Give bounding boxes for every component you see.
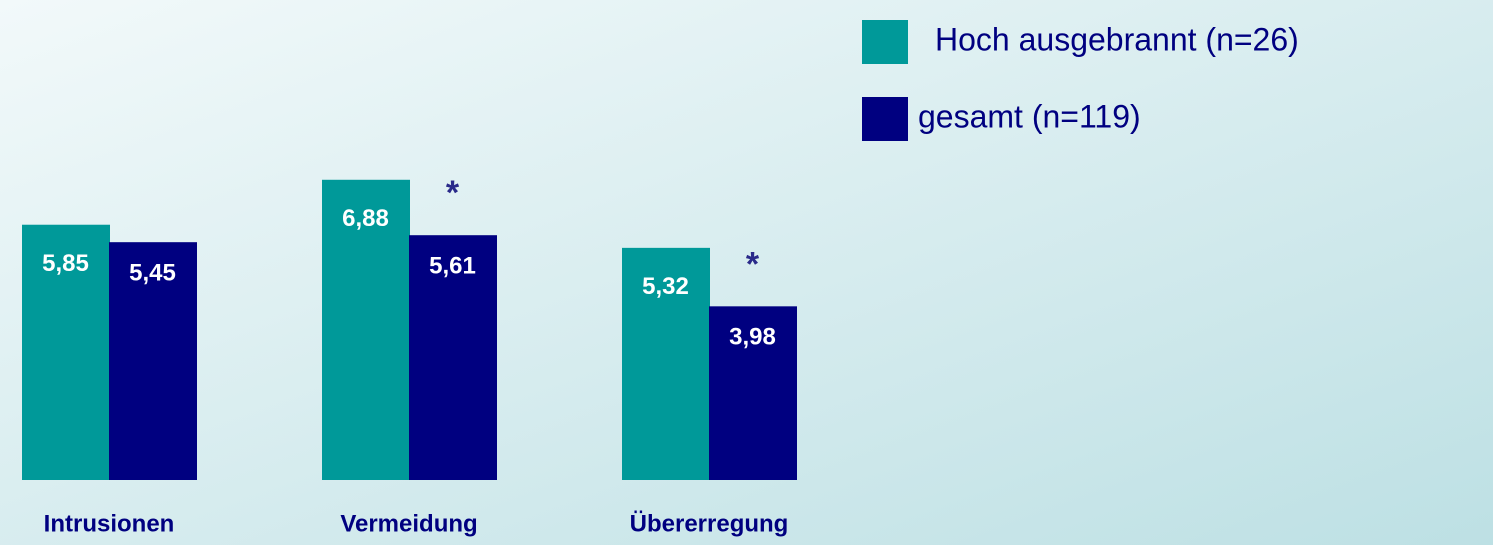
legend-swatch	[862, 20, 908, 64]
bar	[22, 224, 110, 480]
value-label: 3,98	[729, 324, 776, 351]
legend-swatch	[862, 97, 908, 141]
value-label: 6,88	[342, 205, 389, 232]
legend-label: Hoch ausgebrannt (n=26)	[935, 21, 1299, 57]
value-label: 5,45	[129, 260, 176, 287]
bar	[409, 235, 497, 480]
bar	[622, 247, 710, 480]
significance-marker: *	[746, 245, 760, 283]
x-tick-label: Intrusionen	[44, 510, 175, 537]
significance-marker: *	[446, 174, 460, 212]
legend-label: gesamt (n=119)	[918, 98, 1141, 134]
bar	[109, 242, 197, 480]
bar	[709, 306, 797, 480]
x-tick-label: Übererregung	[630, 510, 789, 537]
value-label: 5,61	[429, 253, 476, 280]
x-tick-label: Vermeidung	[340, 510, 477, 537]
value-label: 5,85	[42, 250, 89, 277]
bar	[322, 179, 410, 481]
value-label: 5,32	[642, 273, 689, 300]
